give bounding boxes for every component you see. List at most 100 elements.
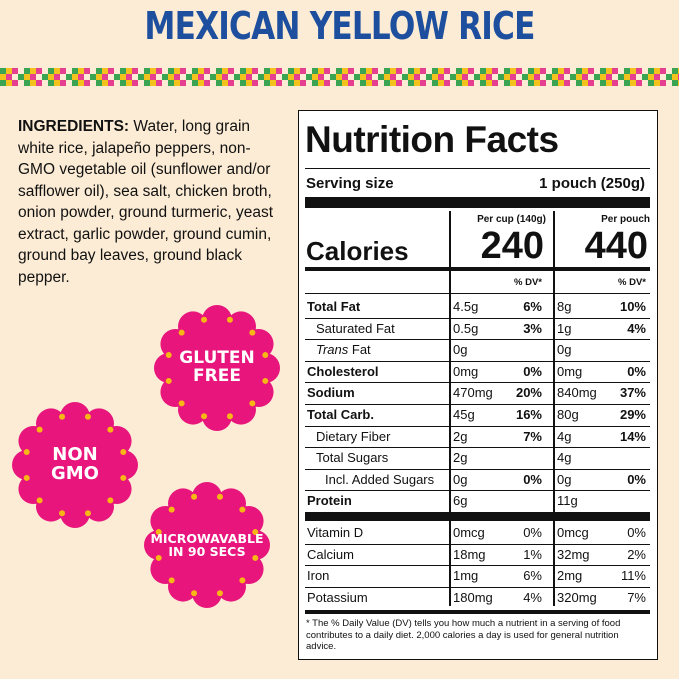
amount: 0mcg	[453, 525, 485, 540]
checker	[228, 80, 234, 86]
badge-line: MICROWAVABLE	[150, 530, 264, 546]
checker	[114, 74, 120, 80]
checker	[600, 68, 606, 74]
checker	[492, 68, 498, 74]
nutrient-name-italic: Trans	[316, 342, 349, 358]
checker	[366, 74, 372, 80]
checker	[480, 74, 486, 80]
rule	[305, 404, 650, 405]
checker	[192, 80, 198, 86]
daily-value: 0%	[627, 471, 646, 487]
checker	[432, 74, 438, 80]
checker	[48, 68, 54, 74]
amount: 180mg	[453, 589, 493, 605]
checker	[240, 68, 246, 74]
checker	[162, 74, 168, 80]
checker	[36, 80, 42, 86]
checker	[438, 74, 444, 80]
checker	[612, 80, 618, 86]
checker	[174, 74, 180, 80]
rule	[305, 565, 650, 567]
ingredients-label: INGREDIENTS:	[18, 118, 130, 135]
checker	[474, 74, 480, 80]
badge-dot	[239, 506, 246, 513]
checker	[516, 68, 522, 74]
checker	[546, 68, 552, 74]
checker	[42, 80, 48, 86]
checker	[300, 68, 306, 74]
checker	[378, 80, 384, 86]
checker	[120, 68, 126, 74]
checker	[660, 80, 666, 86]
checker	[90, 74, 96, 80]
checker	[126, 68, 132, 74]
checker	[456, 68, 462, 74]
checker	[120, 80, 126, 86]
badge-dot	[59, 413, 66, 420]
checker	[276, 74, 282, 80]
checker-strip	[0, 68, 679, 86]
amount: 80g	[557, 407, 579, 422]
checker	[324, 68, 330, 74]
checker	[366, 68, 372, 74]
checker	[558, 74, 564, 80]
checker	[432, 68, 438, 74]
checker	[372, 74, 378, 80]
rule	[305, 317, 650, 319]
checker	[354, 80, 360, 86]
checker	[624, 80, 630, 86]
checker	[672, 74, 678, 80]
daily-value: 7%	[627, 589, 646, 605]
rule	[305, 197, 650, 208]
checker	[354, 68, 360, 74]
checker	[354, 74, 360, 80]
checker	[396, 74, 402, 80]
rule	[305, 425, 650, 427]
amount: 0g	[453, 342, 468, 358]
checker	[636, 68, 642, 74]
checker	[246, 74, 252, 80]
checker	[216, 68, 222, 74]
checker	[402, 74, 408, 80]
daily-value: 0%	[627, 525, 646, 540]
badge-line: GLUTEN	[179, 348, 255, 369]
checker	[0, 80, 6, 86]
checker	[522, 68, 528, 74]
badge-dot	[262, 352, 269, 359]
checker	[282, 74, 288, 80]
checker	[102, 74, 108, 80]
checker	[306, 74, 312, 80]
checker	[654, 68, 660, 74]
checker	[66, 80, 72, 86]
checker	[162, 80, 168, 86]
checker	[600, 74, 606, 80]
checker	[468, 74, 474, 80]
checker	[450, 68, 456, 74]
checker	[168, 80, 174, 86]
rule	[305, 490, 650, 492]
checker	[30, 68, 36, 74]
checker	[540, 68, 546, 74]
calories: 240	[480, 225, 544, 267]
checker	[462, 74, 468, 80]
badge-dot	[249, 400, 256, 407]
checker	[576, 68, 582, 74]
checker	[558, 80, 564, 86]
checker	[240, 74, 246, 80]
nutrient-name: Total Carb.	[307, 407, 374, 422]
checker	[624, 68, 630, 74]
checker	[420, 74, 426, 80]
badge-text: GLUTEN FREE	[157, 348, 277, 386]
checker	[504, 80, 510, 86]
checker	[534, 80, 540, 86]
checker	[618, 80, 624, 86]
badge-dot	[178, 329, 185, 336]
checker	[390, 80, 396, 86]
checker	[666, 80, 672, 86]
checker	[396, 68, 402, 74]
checker	[54, 74, 60, 80]
checker	[252, 74, 258, 80]
checker	[96, 80, 102, 86]
checker	[360, 68, 366, 74]
